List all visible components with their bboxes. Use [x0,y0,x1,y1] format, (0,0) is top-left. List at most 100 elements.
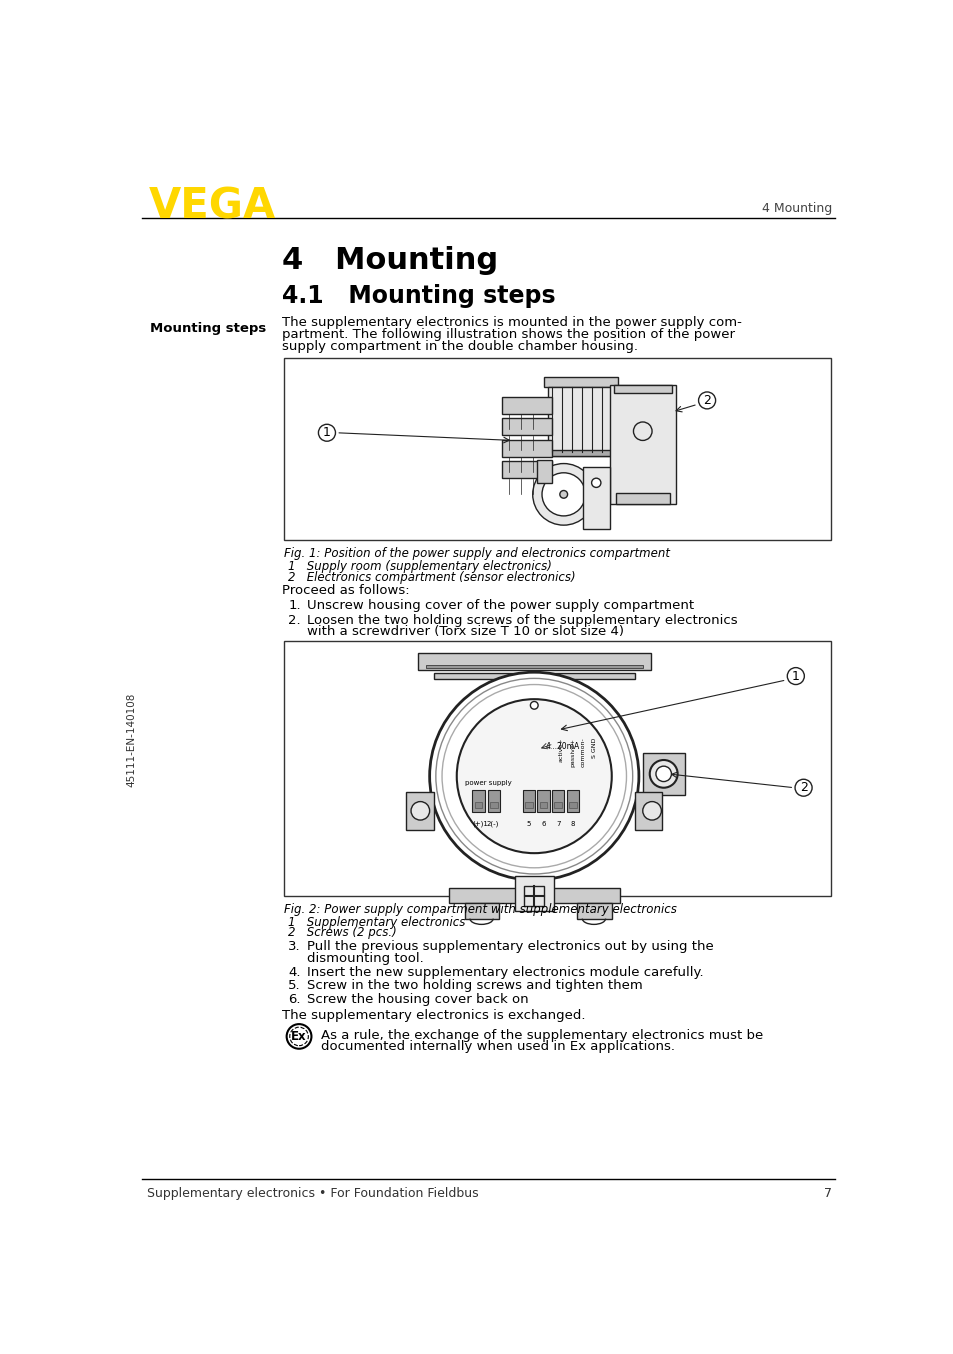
Circle shape [591,478,600,487]
Text: Ex: Ex [291,1030,307,1043]
Text: 4...20mA: 4...20mA [545,742,579,750]
Text: with a screwdriver (Torx size T 10 or slot size 4): with a screwdriver (Torx size T 10 or sl… [307,626,623,638]
Bar [582,467,610,529]
Circle shape [656,766,671,781]
Bar [545,450,616,456]
Text: 4 Mounting: 4 Mounting [761,202,831,215]
Text: 2: 2 [799,781,806,795]
Circle shape [794,780,811,796]
Text: 45111-EN-140108: 45111-EN-140108 [127,693,136,787]
Bar [539,802,547,808]
Bar [490,802,497,808]
Bar [642,753,684,795]
Text: 7: 7 [556,821,560,827]
Bar [523,886,544,906]
Text: Pull the previous supplementary electronics out by using the: Pull the previous supplementary electron… [307,940,713,953]
Text: Insert the new supplementary electronics module carefully.: Insert the new supplementary electronics… [307,965,702,979]
Bar [515,876,553,911]
Bar [554,802,561,808]
Text: 8: 8 [570,821,575,827]
Circle shape [456,699,611,853]
Text: common-: common- [580,738,585,768]
Text: Supplementary electronics • For Foundation Fieldbus: Supplementary electronics • For Foundati… [147,1186,478,1200]
Text: 7: 7 [823,1186,831,1200]
Text: supply compartment in the double chamber housing.: supply compartment in the double chamber… [282,340,638,352]
Circle shape [286,1024,311,1049]
Text: 2.: 2. [288,613,300,627]
Text: active+: active+ [558,738,563,762]
Bar [501,440,552,456]
Bar [552,789,564,811]
Circle shape [649,760,677,788]
Bar [524,802,532,808]
Text: 1: 1 [791,670,799,682]
Text: 2: 2 [702,394,710,408]
Text: 1   Supplementary electronics: 1 Supplementary electronics [288,915,465,929]
Bar [464,903,498,918]
Bar [472,789,484,811]
Text: VEGA: VEGA [149,185,275,227]
Bar [548,386,614,456]
Text: 3.: 3. [288,940,300,953]
Text: 2   Electronics compartment (sensor electronics): 2 Electronics compartment (sensor electr… [288,570,576,584]
Bar [614,385,672,393]
Bar [566,789,578,811]
Text: Screw the housing cover back on: Screw the housing cover back on [307,994,528,1006]
Text: passive+: passive+ [569,738,575,766]
Bar [569,802,577,808]
Bar [284,642,830,895]
Text: 2   Screws (2 pcs.): 2 Screws (2 pcs.) [288,926,396,940]
Bar [406,792,433,830]
Bar [610,385,676,504]
Bar [537,789,549,811]
Text: Unscrew housing cover of the power supply compartment: Unscrew housing cover of the power suppl… [307,598,693,612]
Bar [284,357,830,540]
Circle shape [559,490,567,498]
Circle shape [541,473,585,516]
Text: 5: 5 [526,821,531,827]
Bar [536,460,552,483]
Bar [433,673,635,680]
Text: 1   Supply room (supplementary electronics): 1 Supply room (supplementary electronics… [288,559,552,573]
Bar [616,493,669,504]
Circle shape [698,391,715,409]
Text: S GND: S GND [591,738,596,758]
Text: 4.: 4. [288,965,300,979]
Circle shape [318,424,335,441]
Bar [501,397,552,413]
Text: dismounting tool.: dismounting tool. [307,952,423,965]
Bar [474,802,482,808]
Text: 1: 1 [323,427,331,439]
Bar [501,462,552,478]
Text: As a rule, the exchange of the supplementary electronics must be: As a rule, the exchange of the supplemen… [320,1029,762,1041]
Text: Loosen the two holding screws of the supplementary electronics: Loosen the two holding screws of the sup… [307,613,737,627]
Bar [501,418,552,435]
Bar [425,665,642,669]
Text: The supplementary electronics is exchanged.: The supplementary electronics is exchang… [282,1009,585,1022]
Circle shape [429,672,639,880]
Text: Fig. 2: Power supply compartment with supplementary electronics: Fig. 2: Power supply compartment with su… [284,903,677,917]
Circle shape [530,701,537,709]
Text: 4   Mounting: 4 Mounting [282,245,497,275]
Text: documented internally when used in Ex applications.: documented internally when used in Ex ap… [320,1040,674,1053]
Bar [522,789,535,811]
Text: 5.: 5. [288,979,300,992]
Text: The supplementary electronics is mounted in the power supply com-: The supplementary electronics is mounted… [282,317,741,329]
Text: Fig. 1: Position of the power supply and electronics compartment: Fig. 1: Position of the power supply and… [284,547,670,561]
Text: 4.1   Mounting steps: 4.1 Mounting steps [282,284,555,309]
Circle shape [642,802,660,821]
Circle shape [633,422,652,440]
Text: partment. The following illustration shows the position of the power: partment. The following illustration sho… [282,328,734,341]
Circle shape [411,802,429,821]
Bar [417,653,650,670]
Bar [449,888,618,903]
Circle shape [532,463,594,525]
Bar [635,792,661,830]
Text: Screw in the two holding screws and tighten them: Screw in the two holding screws and tigh… [307,979,642,992]
Circle shape [290,1028,308,1045]
Bar [544,378,618,386]
Text: power supply: power supply [464,780,511,787]
Bar [577,903,611,918]
Circle shape [786,668,803,685]
Text: Proceed as follows:: Proceed as follows: [282,585,409,597]
